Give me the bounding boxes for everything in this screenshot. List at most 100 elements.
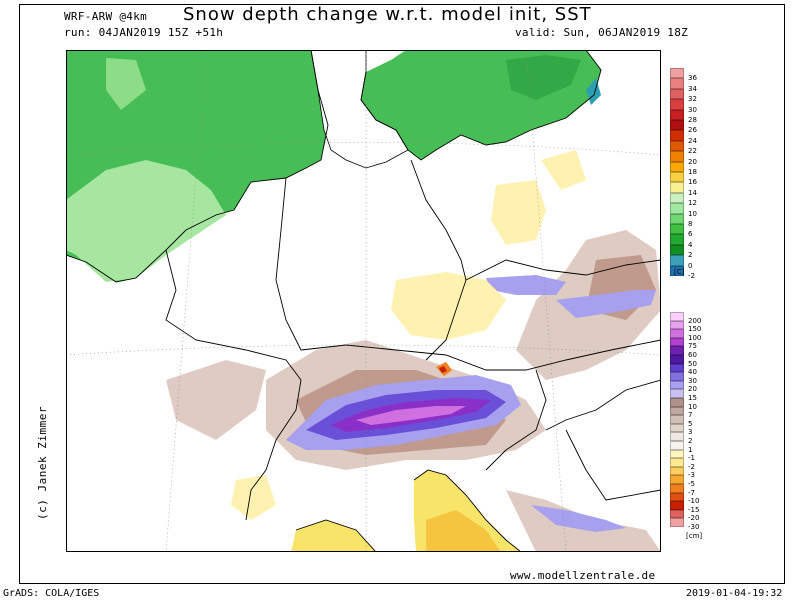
snow-unit-label: [cm]: [686, 532, 703, 540]
legend-swatch: [670, 363, 684, 373]
snow-decrease-red: [439, 366, 447, 373]
legend-label: 100: [688, 333, 702, 342]
software-credit: GrADS: COLA/IGES: [3, 588, 100, 599]
legend-label: 150: [688, 325, 702, 334]
model-label: WRF-ARW @4km: [64, 10, 148, 23]
legend-swatch: [670, 475, 684, 484]
snow-depth-map: [66, 50, 661, 552]
author-credit: (c) Janek Zimmer: [36, 406, 49, 520]
legend-label: 7: [688, 411, 693, 420]
website-label: www.modellzentrale.de: [510, 569, 656, 582]
legend-swatch: [670, 518, 684, 527]
legend-label: 14: [688, 188, 697, 197]
legend-swatch: [670, 255, 684, 266]
legend-label: 26: [688, 126, 697, 135]
creation-timestamp: 2019-01-04-19:32: [686, 588, 783, 599]
legend-swatch: [670, 329, 684, 338]
legend-label: 3: [688, 428, 693, 437]
legend-label: 6: [688, 230, 693, 239]
legend-label: 12: [688, 199, 697, 208]
legend-swatch: [670, 244, 684, 256]
legend-label: -10: [688, 497, 700, 506]
legend-swatch: [670, 484, 684, 493]
legend-swatch: [670, 415, 684, 424]
coastlines-and-borders: [66, 50, 661, 552]
legend-swatch: [670, 213, 684, 224]
legend-swatch: [670, 406, 684, 416]
legend-label: -3: [688, 471, 695, 480]
legend-label: 200: [688, 316, 702, 325]
legend-label: 0: [688, 261, 693, 270]
legend-label: -20: [688, 514, 700, 523]
legend-swatch: [670, 203, 684, 214]
snow-increase-carpathians: [486, 275, 656, 532]
map-border: [66, 50, 661, 552]
legend-label: 2: [688, 437, 693, 445]
legend-swatch: [670, 501, 684, 510]
legend-swatch: [670, 192, 684, 204]
legend-swatch: [670, 140, 684, 152]
figure-frame: [19, 4, 785, 584]
legend-swatch: [670, 320, 684, 330]
snow-decrease-yellow: [231, 150, 586, 520]
legend-swatch: [670, 398, 684, 407]
snow-increase-alps: [286, 375, 521, 450]
warm-water-english-channel: [66, 160, 226, 282]
legend-label: -7: [688, 488, 695, 497]
legend-label: -2: [688, 272, 695, 280]
legend-swatch: [670, 432, 684, 441]
legend-label: 1: [688, 445, 693, 454]
graticule: [66, 50, 661, 552]
legend-swatch: [670, 88, 684, 100]
legend-swatch: [670, 389, 684, 398]
legend-label: 18: [688, 168, 697, 176]
legend-label: -1: [688, 454, 695, 463]
legend-swatch: [670, 130, 684, 141]
legend-label: 30: [688, 105, 697, 114]
legend-label: 2: [688, 251, 693, 260]
legend-swatch: [670, 449, 684, 459]
legend-label: -15: [688, 505, 700, 514]
legend-swatch: [670, 68, 684, 79]
legend-swatch: [670, 182, 684, 193]
map-title: Snow depth change w.r.t. model init, SST: [183, 4, 592, 25]
legend-swatch: [670, 234, 684, 245]
legend-label: 20: [688, 385, 697, 394]
legend-swatch: [670, 492, 684, 502]
legend-swatch: [670, 99, 684, 110]
ligurian-sea-sst: [291, 520, 376, 552]
legend-label: 75: [688, 342, 697, 351]
legend-label: 30: [688, 376, 697, 385]
legend-swatch: [670, 441, 684, 450]
legend-swatch: [670, 265, 684, 276]
legend-swatch: [670, 109, 684, 120]
legend-label: 4: [688, 240, 693, 249]
baltic-deep-color: [506, 55, 581, 100]
legend-label: 22: [688, 147, 697, 156]
legend-label: 5: [688, 419, 693, 428]
legend-swatch: [670, 466, 684, 476]
legend-label: 32: [688, 95, 697, 104]
legend-label: 24: [688, 136, 697, 145]
legend-label: 16: [688, 178, 697, 187]
snow-change-legend: 200 150 100 75 60 50 40 30 20 15 10 7 5 3 2 1 -1 -2 -3 -5 -7…: [670, 312, 701, 538]
legend-swatch: [670, 120, 684, 131]
legend-swatch: [670, 172, 684, 183]
legend-swatch: [670, 372, 684, 381]
legend-label: 10: [688, 209, 697, 218]
sst-unit-label: [C]: [674, 268, 685, 276]
legend-label: -5: [688, 480, 695, 488]
legend-swatch: [670, 161, 684, 172]
legend-swatch: [670, 380, 684, 390]
legend-label: 40: [688, 368, 697, 377]
legend-swatch: [670, 78, 684, 89]
legend-label: -30: [688, 523, 700, 531]
legend-swatch: [670, 312, 684, 321]
legend-label: -2: [688, 462, 695, 471]
legend-label: 50: [688, 359, 697, 368]
valid-label: valid: Sun, 06JAN2019 18Z: [515, 26, 689, 39]
run-label: run: 04JAN2019 15Z +51h: [64, 26, 224, 39]
legend-label: 60: [688, 351, 697, 359]
legend-swatch: [670, 423, 684, 433]
legend-swatch: [670, 458, 684, 467]
